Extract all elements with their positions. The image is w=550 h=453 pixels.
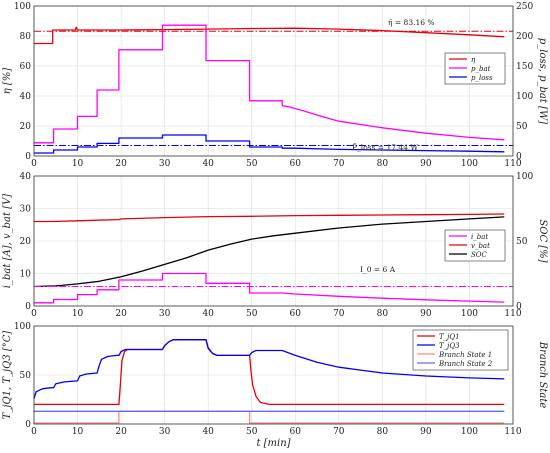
x-tick-label: 100	[461, 159, 478, 169]
x-tick-label: 90	[420, 427, 432, 437]
y-right-tick-label: 100	[516, 92, 533, 102]
x-tick-label: 90	[420, 309, 432, 319]
x-tick-label: 50	[246, 309, 258, 319]
legend-label: i_bat	[471, 233, 488, 241]
x-tick-label: 110	[504, 427, 521, 437]
legend-label: T_jQ1	[439, 333, 460, 341]
y-right-tick-label: 200	[516, 32, 533, 42]
series-line-soc	[33, 216, 505, 288]
y-tick-label: 50	[20, 371, 32, 381]
x-tick-label: 110	[504, 159, 521, 169]
y-right-tick-label: 50	[516, 122, 528, 132]
axes-frame	[33, 325, 514, 425]
y-axis-label: η [%]	[2, 68, 13, 95]
axes-frame	[33, 5, 514, 157]
mean-loss-annotation: P̄_loss = 17.44 W	[352, 143, 418, 152]
y-tick-label: 40	[20, 172, 32, 182]
y-tick-label: 0	[25, 152, 31, 162]
legend-label: p_bat	[471, 65, 491, 73]
y-tick-label: 100	[14, 322, 31, 332]
x-tick-label: 80	[377, 427, 389, 437]
y-tick-label: 30	[20, 205, 32, 215]
x-tick-label: 70	[333, 159, 345, 169]
y-tick-label: 40	[20, 92, 32, 102]
y-right-tick-label: 150	[516, 62, 533, 72]
x-tick-label: 70	[333, 309, 345, 319]
x-tick-label: 10	[72, 309, 84, 319]
y-tick-label: 0	[25, 302, 31, 312]
x-tick-label: 40	[202, 309, 214, 319]
legend-label: Branch State 1	[438, 351, 492, 359]
x-tick-label: 80	[377, 159, 389, 169]
x-tick-label: 90	[420, 159, 432, 169]
series-line-v-bat	[34, 213, 505, 223]
x-tick-label: 80	[377, 309, 389, 319]
x-tick-label: 40	[202, 159, 214, 169]
x-tick-label: 60	[290, 309, 302, 319]
y-axis-label: i_bat [A], v_bat [V]	[2, 194, 13, 288]
x-tick-label: 0	[31, 159, 37, 169]
x-tick-label: 0	[31, 309, 37, 319]
x-tick-label: 20	[115, 427, 127, 437]
y-tick-label: 10	[20, 270, 32, 280]
series-line-t-jq3	[33, 339, 505, 399]
x-tick-label: 100	[461, 427, 478, 437]
x-tick-label: 50	[246, 427, 258, 437]
y-tick-label: 60	[20, 62, 32, 72]
legend-label: T_jQ3	[439, 342, 460, 350]
y-right-tick-label: 250	[516, 2, 533, 12]
y-tick-label: 0	[25, 420, 31, 430]
x-tick-label: 30	[159, 309, 171, 319]
x-tick-label: 30	[159, 427, 171, 437]
x-tick-label: 20	[115, 309, 127, 319]
series-line-p-bat	[34, 24, 505, 144]
legend-label: p_loss	[471, 74, 493, 82]
y-right-axis-label: SOC [%]	[537, 219, 548, 262]
x-tick-label: 100	[461, 309, 478, 319]
series-line-p-loss	[34, 134, 505, 154]
y-right-tick-label: 0	[516, 152, 522, 162]
chart-panel-2: 0 10 20 30 40 50 60 70 80 90 100 110010203040050100…	[2, 172, 548, 319]
y-tick-label: 100	[14, 2, 31, 12]
y-right-tick-label: 0	[516, 302, 522, 312]
x-tick-label: 30	[159, 159, 171, 169]
legend-label: η	[471, 56, 476, 64]
y-tick-label: 20	[20, 237, 32, 247]
y-right-tick-label: 100	[516, 172, 533, 182]
legend-label: v_bat	[471, 242, 490, 250]
x-tick-label: 20	[115, 159, 127, 169]
legend-label: SOC	[471, 251, 488, 259]
y-tick-label: 20	[20, 122, 32, 132]
y-right-axis-label: Branch State	[537, 341, 548, 409]
chart-panel-1: 0 10 20 30 40 50 60 70 80 90 100 110020406080100050…	[2, 2, 548, 169]
x-tick-label: 110	[504, 309, 521, 319]
y-right-axis-label: p_loss, p_bat [W]	[537, 38, 548, 124]
x-tick-label: 40	[202, 427, 214, 437]
y-tick-label: 80	[20, 32, 32, 42]
i0-annotation: I_0 = 6 A	[360, 265, 396, 274]
x-tick-label: 50	[246, 159, 258, 169]
x-tick-label: 70	[333, 427, 345, 437]
series-line--	[34, 26, 505, 45]
mean-efficiency-annotation: η̄ = 83.16 %	[388, 18, 435, 27]
x-tick-label: 10	[72, 427, 84, 437]
axes-frame	[33, 175, 514, 307]
legend-label: Branch State 2	[438, 360, 493, 368]
x-tick-label: 10	[72, 159, 84, 169]
y-right-tick-label: 50	[516, 237, 528, 247]
series-line-i-bat	[34, 272, 505, 304]
x-axis-label: t [min]	[256, 438, 290, 449]
x-tick-label: 60	[290, 159, 302, 169]
x-tick-label: 0	[31, 427, 37, 437]
x-tick-label: 60	[290, 427, 302, 437]
y-axis-label: T_jQ1, T_jQ3 [°C]	[2, 331, 13, 420]
